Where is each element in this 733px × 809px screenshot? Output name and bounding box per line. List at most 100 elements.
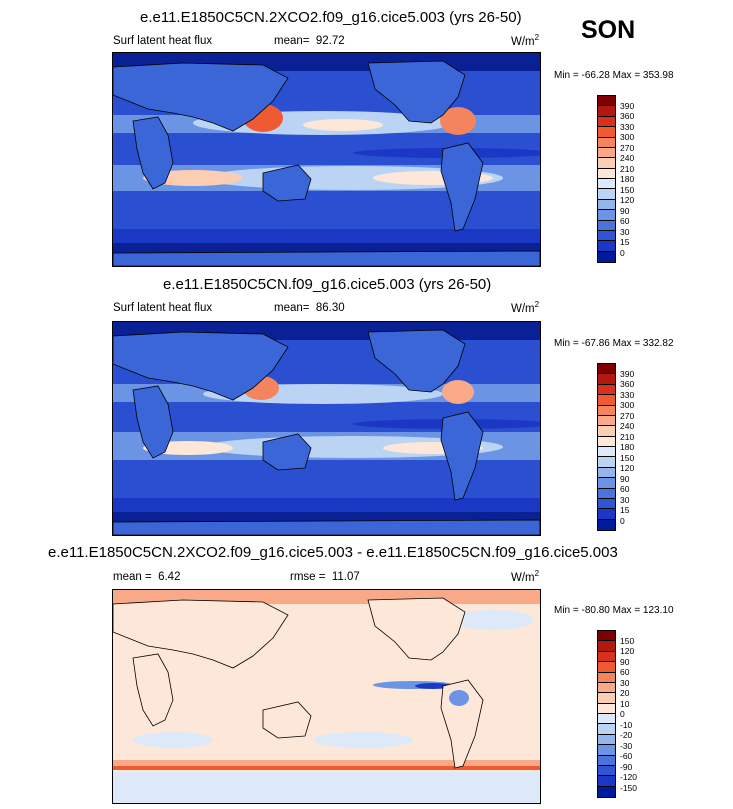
colorbar-tick-label: 30 xyxy=(620,226,630,237)
colorbar-segment xyxy=(598,415,615,427)
mean-stat: mean= 86.30 xyxy=(274,302,345,314)
colorbar xyxy=(597,630,616,798)
colorbar-tick-label: 15 xyxy=(620,505,630,515)
colorbar-tick-label: 60 xyxy=(620,484,630,494)
colorbar-tick-label: 240 xyxy=(620,153,635,163)
mean-value: 86.30 xyxy=(315,302,345,314)
colorbar-tick-label: 180 xyxy=(620,442,635,452)
colorbar-tick-label: 360 xyxy=(620,379,635,389)
colorbar-segment xyxy=(598,405,615,416)
colorbar-tick-label: -20 xyxy=(620,730,633,740)
colorbar-segment xyxy=(598,703,615,714)
colorbar-tick-label: 15 xyxy=(620,237,630,247)
colorbar-segment xyxy=(598,158,615,169)
colorbar-tick-label: 300 xyxy=(620,132,635,142)
mean-stat: mean = 6.42 xyxy=(113,571,180,583)
mean-value: 92.72 xyxy=(315,35,345,47)
colorbar-tick-label: -10 xyxy=(620,719,633,730)
colorbar-tick-label: 60 xyxy=(620,667,630,677)
colorbar-segment xyxy=(598,457,615,468)
rmse-value: 11.07 xyxy=(331,571,360,583)
colorbar-segment xyxy=(598,364,615,375)
mean-label: mean = xyxy=(113,571,152,583)
colorbar-tick-label: 270 xyxy=(620,142,635,153)
colorbar-segment xyxy=(598,96,615,107)
units-label: W/m2 xyxy=(511,33,540,48)
colorbar-tick-label: 300 xyxy=(620,400,635,410)
min-max-label: Min = -66.28 Max = 353.98 xyxy=(554,70,674,81)
colorbar-tick-label: -60 xyxy=(620,751,633,761)
colorbar-tick-label: 30 xyxy=(620,494,630,505)
colorbar-tick-label: 210 xyxy=(620,431,635,442)
colorbar-tick-label: 0 xyxy=(620,247,625,258)
colorbar-segment xyxy=(598,179,615,190)
colorbar-tick-label: 210 xyxy=(620,163,635,174)
colorbar-segment xyxy=(598,199,615,211)
colorbar-tick-label: 0 xyxy=(620,709,625,719)
colorbar-tick-label: -90 xyxy=(620,761,633,772)
colorbar-tick-label: -120 xyxy=(620,772,638,782)
colorbar-segment xyxy=(598,672,615,683)
colorbar-segment xyxy=(598,693,615,704)
colorbar-segment xyxy=(598,765,615,777)
colorbar-segment xyxy=(598,467,615,479)
colorbar-tick-label: 60 xyxy=(620,216,630,226)
season-label: SON xyxy=(581,16,636,44)
difference-map xyxy=(113,590,540,803)
colorbar-segment xyxy=(598,714,615,725)
colorbar-tick-label: 150 xyxy=(620,184,635,195)
map-panel-control xyxy=(112,321,541,536)
colorbar-segment xyxy=(598,241,615,252)
min-max-label: Min = -80.80 Max = 123.10 xyxy=(554,605,674,616)
latent-heat-map xyxy=(113,322,540,535)
colorbar-segment xyxy=(598,384,615,396)
colorbar-segment xyxy=(598,374,615,385)
latent-heat-map xyxy=(113,53,540,266)
colorbar-segment xyxy=(598,724,615,735)
colorbar-tick-label: 120 xyxy=(620,646,635,656)
colorbar-tick-label: 150 xyxy=(620,635,635,646)
colorbar-tick-label: 390 xyxy=(620,100,635,111)
map-panel-2xco2 xyxy=(112,52,541,267)
colorbar-segment xyxy=(598,498,615,510)
colorbar-tick-label: 30 xyxy=(620,677,630,688)
colorbar-tick-label: -30 xyxy=(620,740,633,751)
colorbar-segment xyxy=(598,436,615,447)
colorbar-segment xyxy=(598,210,615,221)
mean-label: mean= xyxy=(274,35,310,47)
colorbar-segment xyxy=(598,734,615,746)
colorbar-segment xyxy=(598,426,615,437)
colorbar-segment xyxy=(598,147,615,159)
colorbar-tick-label: 390 xyxy=(620,368,635,379)
colorbar-tick-label: 90 xyxy=(620,656,630,667)
panel-title: e.e11.E1850C5CN.2XCO2.f09_g16.cice5.003 … xyxy=(140,9,522,26)
map-panel-difference xyxy=(112,589,541,804)
colorbar-segment xyxy=(598,641,615,652)
rmse-stat: rmse = 11.07 xyxy=(290,571,360,583)
units-label: W/m2 xyxy=(511,300,540,315)
colorbar-tick-label: 330 xyxy=(620,121,635,132)
colorbar-segment xyxy=(598,447,615,458)
mean-value: 6.42 xyxy=(158,571,181,583)
panel-title: e.e11.E1850C5CN.f09_g16.cice5.003 (yrs 2… xyxy=(163,276,492,293)
colorbar-tick-label: 120 xyxy=(620,195,635,205)
colorbar-segment xyxy=(598,745,615,756)
colorbar xyxy=(597,95,616,263)
mean-label: mean= xyxy=(274,302,310,314)
min-max-label: Min = -67.86 Max = 332.82 xyxy=(554,338,674,349)
colorbar-segment xyxy=(598,230,615,242)
colorbar-tick-label: 120 xyxy=(620,463,635,473)
colorbar-segment xyxy=(598,220,615,231)
colorbar-tick-label: 10 xyxy=(620,698,630,709)
colorbar-segment xyxy=(598,509,615,520)
colorbar-segment xyxy=(598,137,615,148)
colorbar-segment xyxy=(598,631,615,642)
colorbar-tick-label: 20 xyxy=(620,688,630,698)
colorbar-segment xyxy=(598,651,615,663)
colorbar-segment xyxy=(598,395,615,406)
colorbar-tick-label: 330 xyxy=(620,389,635,400)
colorbar xyxy=(597,363,616,531)
panel-title: e.e11.E1850C5CN.2XCO2.f09_g16.cice5.003 … xyxy=(48,544,618,561)
colorbar-tick-label: 240 xyxy=(620,421,635,431)
colorbar-segment xyxy=(598,116,615,128)
